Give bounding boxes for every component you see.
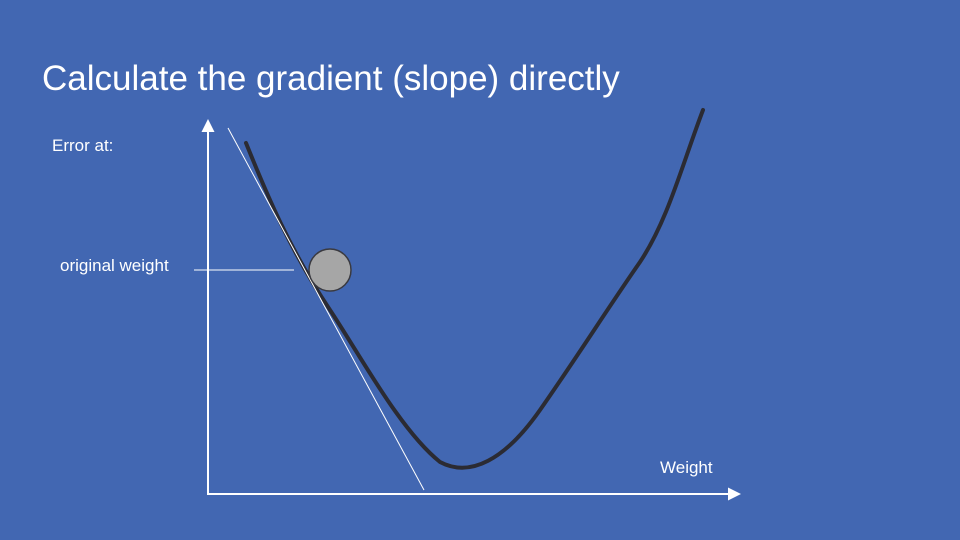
y-axis-arrowhead — [201, 119, 215, 132]
original-weight-label: original weight — [60, 256, 169, 275]
x-axis-arrowhead — [728, 487, 741, 501]
y-axis-label: Error at: — [52, 136, 114, 155]
tangent-slope-line — [227, 127, 425, 491]
weight-position-ball — [308, 248, 352, 292]
slide-title: Calculate the gradient (slope) directly — [42, 59, 620, 98]
x-axis-label: Weight — [660, 458, 713, 477]
